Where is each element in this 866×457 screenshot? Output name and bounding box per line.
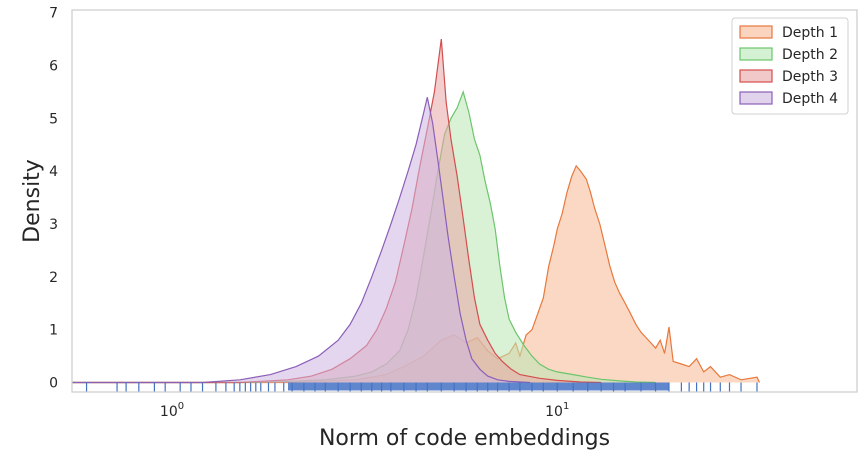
y-tick-label: 0	[49, 375, 58, 391]
rug-band	[287, 382, 669, 391]
x-tick-label: 101	[545, 401, 569, 420]
legend-label: Depth 1	[782, 25, 838, 41]
series-area-1	[72, 165, 760, 383]
rug-marks	[85, 382, 758, 393]
legend-label: Depth 3	[782, 69, 838, 85]
legend-swatch	[739, 69, 773, 83]
series-line-4	[72, 97, 531, 384]
y-tick-label: 7	[49, 6, 58, 22]
y-tick-label: 3	[49, 217, 58, 233]
y-tick-label: 4	[49, 164, 58, 180]
legend: Depth 1 Depth 2 Depth 3 Depth 4	[731, 17, 849, 115]
legend-label: Depth 4	[782, 91, 838, 107]
series-line-3	[72, 39, 602, 384]
legend-label: Depth 2	[782, 47, 838, 63]
legend-swatch	[739, 25, 773, 39]
x-tick-labels: 100 101	[160, 401, 569, 420]
y-tick-label: 1	[49, 323, 58, 339]
plot-frame	[71, 9, 858, 393]
series-area-3	[72, 39, 602, 383]
y-tick-label: 6	[49, 58, 58, 74]
legend-swatch	[739, 47, 773, 61]
x-axis-label: Norm of code embeddings	[319, 426, 610, 451]
y-axis-label: Density	[20, 159, 45, 243]
y-tick-label: 5	[49, 111, 58, 127]
legend-swatch	[739, 91, 773, 105]
series-areas	[72, 39, 761, 384]
y-tick-labels: 0 1 2 3 4 5 6 7	[49, 6, 58, 392]
y-tick-label: 2	[49, 270, 58, 286]
legend-box	[731, 17, 849, 115]
series-area-4	[72, 97, 531, 383]
x-tick-label: 100	[160, 401, 184, 420]
